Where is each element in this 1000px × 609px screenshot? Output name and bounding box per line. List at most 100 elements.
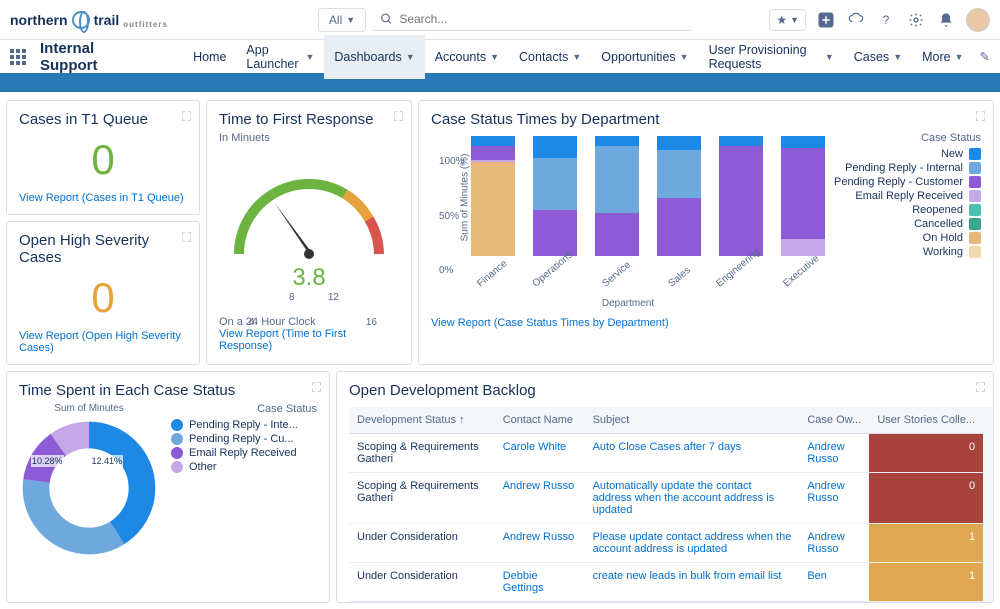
ytick: 50% bbox=[439, 211, 465, 222]
view-report-link[interactable]: View Report (Case Status Times by Depart… bbox=[431, 317, 981, 329]
favorites-menu[interactable]: ★▼ bbox=[769, 9, 806, 31]
tick: 16 bbox=[366, 317, 377, 328]
top-icons: ★▼ ? bbox=[769, 8, 990, 32]
nav-item-opportunities[interactable]: Opportunities▼ bbox=[591, 35, 698, 79]
help-icon[interactable]: ? bbox=[876, 10, 896, 30]
col-header[interactable]: Development Status ↑ bbox=[349, 407, 495, 434]
nav-label: Contacts bbox=[519, 50, 568, 64]
col-header[interactable]: User Stories Colle... bbox=[869, 407, 983, 434]
nav-label: App Launcher bbox=[246, 43, 301, 71]
scrollbar[interactable] bbox=[983, 407, 993, 602]
col-header[interactable]: Subject bbox=[585, 407, 800, 434]
card-title: Cases in T1 Queue bbox=[19, 111, 187, 128]
app-launcher-icon[interactable] bbox=[10, 49, 26, 65]
subject-link[interactable]: create new leads in bulk from email list bbox=[593, 570, 782, 582]
owner-link[interactable]: Andrew Russo bbox=[807, 441, 844, 465]
edit-icon[interactable]: ✎ bbox=[980, 49, 990, 64]
legend-item: Email Reply Received bbox=[171, 447, 317, 459]
swatch bbox=[171, 447, 183, 459]
contact-link[interactable]: Andrew Russo bbox=[503, 480, 575, 492]
nav-item-home[interactable]: Home bbox=[183, 35, 236, 79]
cell-owner: Andrew Russo bbox=[799, 434, 869, 473]
owner-link[interactable]: Ben bbox=[807, 570, 827, 582]
legend-title: Case Status bbox=[171, 403, 317, 415]
legend-label: Pending Reply - Inte... bbox=[189, 419, 298, 431]
chevron-down-icon: ▼ bbox=[346, 15, 355, 25]
col-header[interactable]: Case Ow... bbox=[799, 407, 869, 434]
nav-item-user-provisioning-requests[interactable]: User Provisioning Requests▼ bbox=[699, 35, 844, 79]
view-report-link[interactable]: View Report (Cases in T1 Queue) bbox=[19, 192, 187, 204]
tick: 8 bbox=[289, 292, 295, 303]
chevron-down-icon: ▼ bbox=[955, 52, 964, 62]
col-header[interactable]: Contact Name bbox=[495, 407, 585, 434]
x-axis-label: Department bbox=[431, 298, 825, 309]
cell-status: Scoping & Requirements Gatheri bbox=[349, 473, 495, 524]
nav-label: Cases bbox=[854, 50, 889, 64]
legend-item: Cancelled bbox=[825, 218, 981, 230]
card-stacked-bar: ⛶ Case Status Times by Department Sum of… bbox=[418, 100, 994, 365]
expand-icon[interactable]: ⛶ bbox=[312, 380, 321, 396]
search-box[interactable] bbox=[372, 8, 692, 31]
app-name: Internal Support bbox=[40, 40, 147, 74]
card-title: Open Development Backlog bbox=[349, 382, 993, 399]
search-icon bbox=[380, 12, 393, 26]
search-scope-dropdown[interactable]: All ▼ bbox=[318, 8, 366, 32]
swatch bbox=[969, 232, 981, 244]
contact-link[interactable]: Debbie Gettings bbox=[503, 570, 544, 594]
expand-icon[interactable]: ⛶ bbox=[394, 109, 403, 125]
chevron-down-icon: ▼ bbox=[893, 52, 902, 62]
legend-item: New bbox=[825, 148, 981, 160]
cell-status: Under Consideration bbox=[349, 524, 495, 563]
nav-item-dashboards[interactable]: Dashboards▼ bbox=[324, 35, 424, 82]
owner-link[interactable]: Andrew Russo bbox=[807, 531, 844, 555]
cell-contact: Carole White bbox=[495, 434, 585, 473]
subject-link[interactable]: Auto Close Cases after 7 days bbox=[593, 441, 742, 453]
subject-link[interactable]: Automatically update the contact address… bbox=[593, 480, 775, 516]
bar: Operations bbox=[533, 136, 577, 256]
star-icon: ★ bbox=[776, 13, 787, 27]
expand-icon[interactable]: ⛶ bbox=[182, 230, 191, 246]
subject-link[interactable]: Please update contact address when the a… bbox=[593, 531, 792, 555]
table-row: Under ConsiderationDebbie Gettingscreate… bbox=[349, 563, 983, 602]
cell-badge: 1 bbox=[869, 524, 983, 563]
metric-value: 0 bbox=[19, 136, 187, 184]
table-row: Scoping & Requirements Gatheri Andrew Rus… bbox=[349, 473, 983, 524]
add-icon[interactable] bbox=[816, 10, 836, 30]
search-input[interactable] bbox=[399, 12, 684, 26]
nav-item-app-launcher[interactable]: App Launcher▼ bbox=[236, 35, 324, 79]
nav-label: User Provisioning Requests bbox=[709, 43, 821, 71]
cell-contact: Andrew Russo bbox=[495, 524, 585, 563]
chevron-down-icon: ▼ bbox=[680, 52, 689, 62]
legend-label: Reopened bbox=[912, 204, 963, 216]
cell-contact: Andrew Russo bbox=[495, 473, 585, 524]
logo-part1: northern bbox=[10, 12, 68, 28]
nav-item-accounts[interactable]: Accounts▼ bbox=[425, 35, 509, 79]
legend-label: Other bbox=[189, 461, 217, 473]
bell-icon[interactable] bbox=[936, 10, 956, 30]
cell-badge: 1 bbox=[869, 563, 983, 602]
gear-icon[interactable] bbox=[906, 10, 926, 30]
backlog-table: Development Status ↑Contact NameSubjectC… bbox=[349, 407, 983, 602]
cell-subject: Auto Close Cases after 7 days bbox=[585, 434, 800, 473]
legend-item: Reopened bbox=[825, 204, 981, 216]
swatch bbox=[969, 218, 981, 230]
metric-value: 0 bbox=[19, 274, 187, 322]
owner-link[interactable]: Andrew Russo bbox=[807, 480, 844, 504]
table-row: Under Consideration Andrew Russo Please up… bbox=[349, 524, 983, 563]
nav-item-contacts[interactable]: Contacts▼ bbox=[509, 35, 591, 79]
expand-icon[interactable]: ⛶ bbox=[976, 380, 985, 396]
nav-item-more[interactable]: More▼ bbox=[912, 35, 973, 79]
bar: Sales bbox=[657, 136, 701, 256]
ytick: 100% bbox=[439, 156, 465, 167]
contact-link[interactable]: Carole White bbox=[503, 441, 567, 453]
contact-link[interactable]: Andrew Russo bbox=[503, 531, 575, 543]
expand-icon[interactable]: ⛶ bbox=[976, 109, 985, 125]
legend-label: Email Reply Received bbox=[855, 190, 963, 202]
expand-icon[interactable]: ⛶ bbox=[182, 109, 191, 125]
avatar[interactable] bbox=[966, 8, 990, 32]
legend-item: Other bbox=[171, 461, 317, 473]
cell-owner: Andrew Russo bbox=[799, 524, 869, 563]
salesforce-icon[interactable] bbox=[846, 10, 866, 30]
view-report-link[interactable]: View Report (Open High Severity Cases) bbox=[19, 330, 187, 354]
nav-item-cases[interactable]: Cases ▼ bbox=[844, 35, 912, 79]
